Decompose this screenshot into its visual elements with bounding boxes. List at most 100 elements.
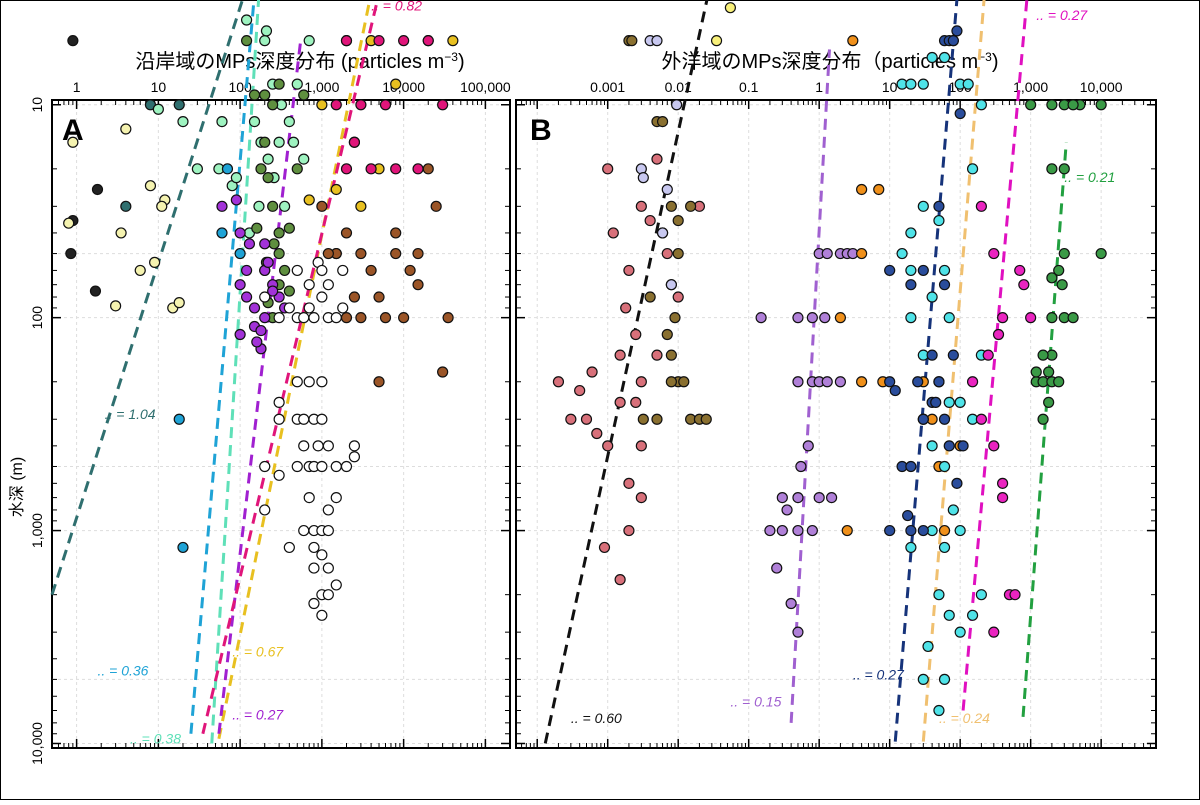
data-point xyxy=(291,460,303,473)
data-point xyxy=(926,440,938,452)
data-point xyxy=(303,376,315,388)
data-point xyxy=(884,376,896,388)
data-point xyxy=(248,302,261,314)
data-point xyxy=(287,136,300,148)
data-point xyxy=(917,673,929,685)
data-point xyxy=(337,302,349,314)
data-point xyxy=(308,597,320,610)
data-point xyxy=(312,440,324,452)
data-point xyxy=(262,153,274,165)
data-point xyxy=(303,194,315,206)
data-point xyxy=(1018,279,1030,291)
data-point xyxy=(1046,272,1058,284)
trendline-label: .. = 0.15 xyxy=(730,693,781,709)
data-point xyxy=(644,214,656,227)
data-point xyxy=(273,136,285,148)
panel-b-letter: B xyxy=(530,114,552,147)
data-point xyxy=(656,227,669,239)
data-point xyxy=(933,704,945,717)
data-point xyxy=(938,279,951,291)
x-tick-label: 0.01 xyxy=(665,79,692,95)
data-point xyxy=(700,413,712,425)
data-point xyxy=(240,35,253,47)
x-tick-label: 100 xyxy=(228,79,252,95)
data-point xyxy=(1067,99,1079,111)
data-point xyxy=(951,25,963,37)
data-point xyxy=(656,116,669,128)
data-point xyxy=(771,562,783,574)
data-point xyxy=(262,172,274,184)
data-point xyxy=(308,312,320,324)
data-point xyxy=(922,640,934,653)
data-point xyxy=(938,413,951,425)
data-point xyxy=(379,312,392,324)
data-point xyxy=(355,312,367,324)
data-point xyxy=(134,264,146,277)
data-point xyxy=(398,312,410,324)
data-point xyxy=(298,153,310,165)
data-point xyxy=(120,123,132,135)
data-point xyxy=(856,183,868,196)
data-point xyxy=(255,324,267,337)
panel-a-x-axis: 1 10 100 1,000 10,000 100,000 xyxy=(51,79,511,748)
data-point xyxy=(724,2,736,14)
data-point xyxy=(298,413,310,425)
trendline xyxy=(201,0,379,735)
data-point xyxy=(404,264,416,277)
data-point xyxy=(303,491,315,504)
data-point xyxy=(678,376,690,388)
data-point xyxy=(856,247,868,260)
data-point xyxy=(591,427,603,440)
data-point xyxy=(291,78,303,90)
data-point xyxy=(316,376,328,388)
data-point xyxy=(115,227,127,239)
data-point xyxy=(348,291,361,303)
panel-b-points xyxy=(552,2,1107,717)
data-point xyxy=(322,504,334,516)
data-point xyxy=(905,541,917,554)
data-point xyxy=(1046,163,1058,175)
data-point xyxy=(635,200,647,212)
data-point xyxy=(316,264,328,277)
panel-b-plot-area xyxy=(515,99,1157,749)
data-point xyxy=(303,35,315,47)
data-point xyxy=(259,35,271,47)
data-point xyxy=(316,99,328,111)
data-point xyxy=(938,460,951,473)
data-point xyxy=(221,163,234,175)
data-point xyxy=(841,524,853,537)
data-point xyxy=(234,247,246,260)
x-tick-label: 0.001 xyxy=(590,79,625,95)
data-point xyxy=(152,103,164,115)
data-point xyxy=(373,291,385,303)
data-point xyxy=(1043,366,1055,378)
trendline-label: .. = 0.82 xyxy=(371,0,422,13)
data-point xyxy=(1009,589,1021,601)
data-point xyxy=(330,183,342,196)
data-point xyxy=(943,609,955,621)
data-point xyxy=(975,200,987,212)
panel-a-y-axis: 10 100 1,000 10,000 xyxy=(29,97,510,765)
data-point xyxy=(412,279,424,291)
data-point xyxy=(253,200,265,212)
data-point xyxy=(390,247,402,260)
trendline-label: .. = 0.21 xyxy=(1064,169,1115,185)
data-point xyxy=(947,349,959,361)
data-point xyxy=(63,217,75,229)
data-point xyxy=(620,302,632,314)
trendline xyxy=(543,0,709,744)
data-point xyxy=(917,264,929,277)
data-point xyxy=(651,349,663,361)
data-point xyxy=(954,396,966,408)
data-point xyxy=(637,413,649,425)
data-point xyxy=(905,264,917,277)
data-point xyxy=(947,504,959,516)
data-point xyxy=(240,14,253,26)
trendline xyxy=(1021,142,1068,717)
x-tick-label: 10 xyxy=(882,79,898,95)
data-point xyxy=(834,376,847,388)
data-point xyxy=(267,99,279,111)
data-point xyxy=(552,376,565,388)
data-point xyxy=(651,413,663,425)
data-point xyxy=(792,376,804,388)
